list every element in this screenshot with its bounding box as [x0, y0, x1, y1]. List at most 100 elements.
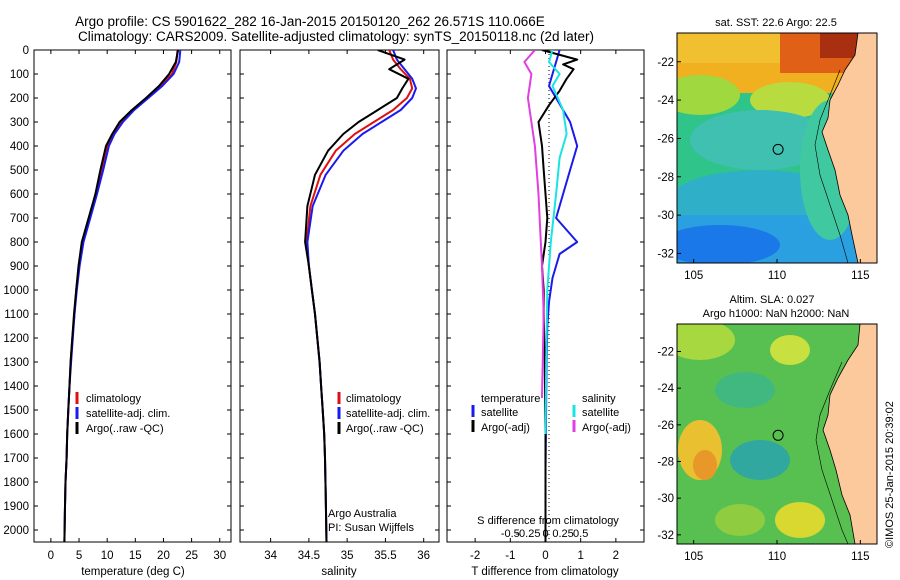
- salinity-legend: climatology satellite-adj. clim. Argo(..…: [337, 392, 430, 435]
- depth-tick-label: 500: [10, 165, 29, 177]
- depth-tick-label: 1700: [3, 453, 29, 465]
- credit-line2: PI: Susan Wijffels: [328, 522, 414, 534]
- depth-tick-label: 1500: [3, 405, 29, 417]
- sst-map-title: sat. SST: 22.6 Argo: 22.5: [715, 17, 837, 29]
- difference-series: [523, 50, 579, 542]
- temperature-legend: climatology satellite-adj. clim. Argo(..…: [75, 392, 170, 435]
- x-tick-label: 0: [542, 550, 548, 562]
- map-y-tick-label: -22: [657, 57, 674, 69]
- depth-tick-label: 1200: [3, 333, 29, 345]
- x-tick-label: 2: [613, 550, 619, 562]
- map-x-tick-label: 115: [851, 270, 869, 282]
- x-tick-label: -1: [505, 550, 515, 562]
- depth-axis: 0 100 200 300 400 500 600 700 800 900 1000 1100 1200…: [3, 45, 644, 537]
- salinity-xlabel: salinity: [321, 566, 356, 578]
- map-y-tick-label: -30: [657, 493, 674, 505]
- map-y-tick-label: -32: [657, 248, 674, 260]
- x-tick-label: 34.5: [298, 550, 320, 562]
- legend-label-s-argo: Argo(-adj): [582, 422, 631, 434]
- map-y-tick-label: -26: [657, 420, 674, 432]
- top-tick-label: 0: [542, 528, 548, 540]
- difference-legend: temperature satellite Argo(-adj) salinit…: [471, 393, 631, 434]
- legend-label-climatology: climatology: [346, 393, 402, 405]
- sla-map-ticks: 105 110 115 -22 -24 -26 -28 -30 -32: [657, 347, 869, 564]
- depth-tick-label: 1600: [3, 429, 29, 441]
- map-y-tick-label: -24: [657, 95, 674, 107]
- map-x-tick-label: 110: [768, 270, 786, 282]
- depth-tick-label: 1900: [3, 501, 29, 513]
- depth-tick-label: 1100: [4, 309, 29, 321]
- sst-map-ticks: 105 110 115 -22 -24 -26 -28 -30 -32: [657, 57, 869, 282]
- depth-tick-label: 1300: [3, 357, 29, 369]
- argo-position-marker: [772, 143, 784, 155]
- depth-tick-label: 100: [10, 69, 29, 81]
- series-line-salinity-argo-adj-: [523, 50, 545, 399]
- temperature-x-ticks: 0 5 10 15 20 25 30: [48, 50, 226, 562]
- depth-tick-label: 0: [23, 45, 29, 57]
- side-stamp: ©IMOS 25-Jan-2015 20:39:02: [884, 401, 896, 548]
- top-tick-label: 0.5: [573, 528, 588, 540]
- depth-tick-label: 1800: [3, 477, 29, 489]
- x-tick-label: 36: [417, 550, 430, 562]
- map-y-tick-label: -24: [657, 383, 674, 395]
- depth-tick-label: 400: [10, 141, 29, 153]
- x-tick-label: 20: [157, 550, 170, 562]
- x-tick-label: -2: [470, 550, 480, 562]
- legend-label-t-argo: Argo(-adj): [481, 422, 530, 434]
- map-x-tick-label: 105: [684, 551, 703, 563]
- map-x-tick-label: 110: [768, 551, 786, 563]
- depth-tick-label: 900: [10, 261, 29, 273]
- depth-tick-label: 600: [10, 189, 29, 201]
- depth-tick-label: 1000: [3, 285, 29, 297]
- map-x-tick-label: 105: [684, 270, 703, 282]
- depth-tick-label: 1400: [3, 381, 29, 393]
- argo-position-marker: [772, 429, 784, 441]
- x-tick-label: 0: [48, 550, 54, 562]
- x-tick-label: 1: [577, 550, 583, 562]
- x-tick-label: 10: [101, 550, 114, 562]
- sla-map-subtitle: Argo h1000: NaN h2000: NaN: [703, 308, 850, 320]
- salinity-series: [304, 50, 417, 542]
- top-tick-label: -0.5: [501, 528, 520, 540]
- difference-xlabel: T difference from climatology: [471, 566, 618, 578]
- map-y-tick-label: -28: [657, 457, 674, 469]
- temperature-xlabel: temperature (deg C): [81, 566, 185, 578]
- depth-tick-label: 300: [10, 117, 29, 129]
- map-y-tick-label: -22: [657, 347, 674, 359]
- legend-label-argo: Argo(..raw -QC): [346, 423, 424, 435]
- x-tick-label: 25: [185, 550, 198, 562]
- difference-top-label: S difference from climatology: [477, 515, 619, 527]
- x-tick-label: 30: [213, 550, 226, 562]
- legend-label-climatology: climatology: [86, 393, 142, 405]
- x-tick-label: 35.5: [374, 550, 396, 562]
- land-shape: [822, 324, 877, 544]
- legend-heading-temperature: temperature: [481, 393, 540, 405]
- sla-map: [677, 324, 877, 544]
- series-line-argo-raw-qc-: [63, 50, 180, 542]
- x-tick-label: 5: [76, 550, 82, 562]
- salinity-panel: [239, 49, 440, 543]
- temperature-series: [63, 50, 182, 542]
- depth-tick-label: 200: [10, 93, 29, 105]
- legend-label-argo: Argo(..raw -QC): [86, 423, 164, 435]
- depth-tick-label: 800: [10, 237, 29, 249]
- header-line1: Argo profile: CS 5901622_282 16-Jan-2015…: [75, 14, 545, 29]
- top-tick-label: -0.25: [515, 528, 540, 540]
- series-line-argo-raw-qc-: [304, 50, 410, 542]
- legend-label-satellite: satellite-adj. clim.: [346, 408, 430, 420]
- map-y-tick-label: -28: [657, 172, 674, 184]
- top-tick-label: 0.25: [552, 528, 573, 540]
- legend-label-t-satellite: satellite: [481, 407, 518, 419]
- legend-label-s-satellite: satellite: [582, 407, 619, 419]
- depth-tick-label: 700: [10, 213, 29, 225]
- salinity-x-ticks: 34 34.5 35 35.5 36: [264, 50, 430, 562]
- series-line-salinity-satellite: [544, 50, 568, 435]
- credit-line1: Argo Australia: [328, 508, 397, 520]
- temperature-panel: [33, 49, 232, 543]
- map-y-tick-label: -30: [657, 210, 674, 222]
- land-shape: [821, 33, 877, 263]
- x-tick-label: 34: [264, 550, 277, 562]
- x-tick-label: 15: [129, 550, 142, 562]
- header-line2: Climatology: CARS2009. Satellite-adjuste…: [78, 29, 594, 44]
